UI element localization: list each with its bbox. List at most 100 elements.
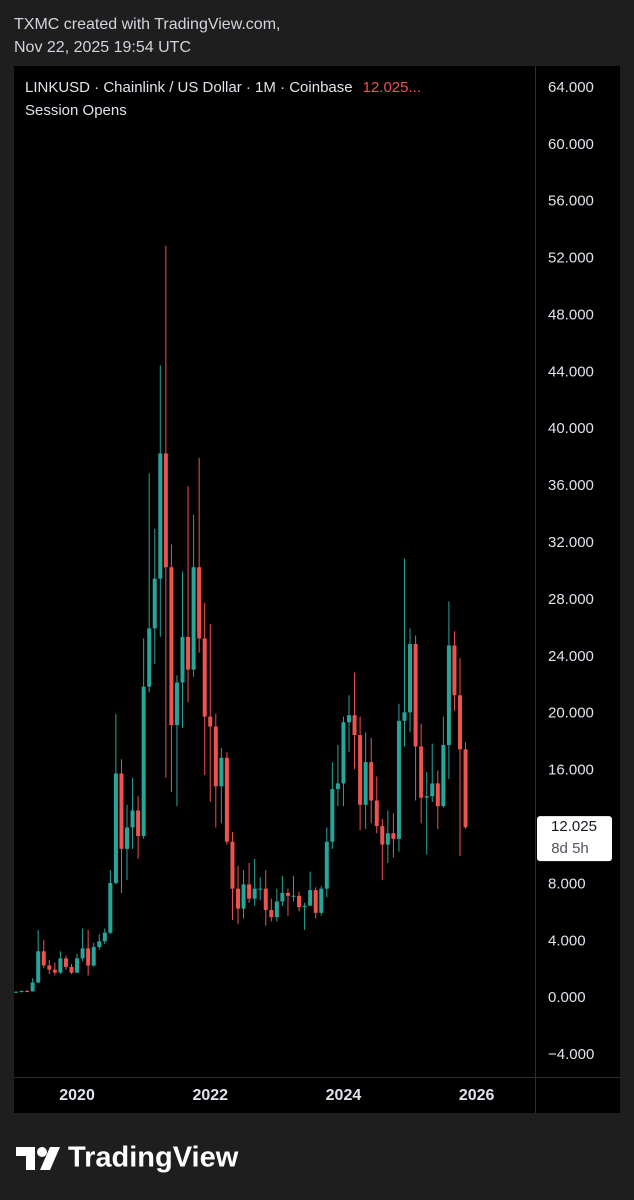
candle-body <box>458 695 462 750</box>
candle-body <box>330 789 335 842</box>
candle-body <box>341 722 346 784</box>
y-tick-label: 32.000 <box>548 534 594 551</box>
y-tick-label: −4.000 <box>548 1046 594 1063</box>
candle-body <box>14 991 18 993</box>
y-tick-label: 36.000 <box>548 477 594 494</box>
candle-body <box>219 757 224 787</box>
candle-body <box>408 644 413 713</box>
candle-body <box>141 686 146 837</box>
y-tick-label: 16.000 <box>548 762 594 779</box>
candle-body <box>91 946 96 966</box>
candle-body <box>280 892 285 902</box>
candle-body <box>446 645 451 746</box>
candle-body <box>313 890 318 913</box>
logo-icon <box>40 1147 60 1170</box>
y-tick-label: 56.000 <box>548 193 594 210</box>
candle-body <box>324 841 329 889</box>
x-tick-label: 2022 <box>192 1087 228 1104</box>
candle-body <box>385 833 390 845</box>
candle-body <box>75 958 80 973</box>
y-tick-label: 24.000 <box>548 648 594 665</box>
candle-body <box>180 636 185 683</box>
logo-icon <box>16 1147 35 1170</box>
candle-body <box>224 757 229 842</box>
candle-body <box>241 884 246 909</box>
x-tick-label: 2020 <box>59 1087 95 1104</box>
y-tick-label: 60.000 <box>548 136 594 153</box>
candle-body <box>291 895 296 897</box>
x-tick-label: 2026 <box>459 1087 495 1104</box>
candle-body <box>369 762 374 801</box>
timestamp: Nov 22, 2025 19:54 UTC <box>14 39 191 56</box>
candle-body <box>52 969 57 973</box>
y-tick-label: 4.000 <box>548 932 586 949</box>
candle-body <box>230 841 235 889</box>
candle-body <box>308 890 313 906</box>
candle-body <box>41 951 46 966</box>
chart-title: LINKUSD · Chainlink / US Dollar · 1M · C… <box>25 79 353 96</box>
candle-body <box>113 773 118 883</box>
candle-body <box>297 895 302 908</box>
candle-body <box>419 746 424 798</box>
candle-body <box>391 833 396 839</box>
candle-body <box>374 800 379 827</box>
y-tick-label: 52.000 <box>548 250 594 267</box>
x-tick-label: 2024 <box>326 1087 362 1104</box>
candle-body <box>69 966 74 973</box>
last-price-label: 12.025 <box>551 818 597 835</box>
tradingview-logo <box>16 1147 60 1170</box>
candle-body <box>108 882 113 933</box>
candle-body <box>191 567 196 670</box>
y-tick-label: 44.000 <box>548 363 594 380</box>
y-tick-label: 0.000 <box>548 989 586 1006</box>
chart-subtitle: Session Opens <box>25 102 127 119</box>
candle-body <box>247 884 252 899</box>
candle-body <box>63 958 68 967</box>
candle-body <box>97 941 102 947</box>
candle-body <box>258 888 263 890</box>
candle-body <box>197 567 202 639</box>
brand-name: TradingView <box>68 1142 239 1174</box>
candle-body <box>130 810 135 828</box>
candle-body <box>285 892 290 896</box>
candle-body <box>169 567 174 726</box>
logo-icon <box>37 1147 47 1157</box>
candle-body <box>86 948 91 966</box>
candle-body <box>430 783 435 797</box>
y-tick-label: 64.000 <box>548 79 594 96</box>
y-tick-label: 28.000 <box>548 591 594 608</box>
candle-body <box>19 991 24 993</box>
candle-body <box>413 644 418 747</box>
candle-body <box>136 810 141 837</box>
candle-body <box>30 982 35 992</box>
candle-body <box>347 715 351 723</box>
last-price-box <box>537 816 612 862</box>
candle-body <box>352 715 357 736</box>
y-tick-label: 8.000 <box>548 875 586 892</box>
chart-panel <box>14 66 620 1113</box>
candle-body <box>102 932 107 942</box>
credit-line: TXMC created with TradingView.com, <box>14 16 280 33</box>
y-tick-label: 40.000 <box>548 420 594 437</box>
candle-body <box>396 720 401 839</box>
candle-body <box>424 796 429 798</box>
candle-body <box>147 628 152 687</box>
candle-body <box>380 826 385 845</box>
candle-body <box>186 636 191 670</box>
y-tick-label: 48.000 <box>548 306 594 323</box>
candle-body <box>174 682 179 726</box>
candle-body <box>274 901 279 918</box>
candle-body <box>25 991 30 993</box>
candle-body <box>125 827 129 849</box>
candle-body <box>463 749 468 828</box>
plot-area <box>14 245 468 993</box>
candle-body <box>358 735 363 805</box>
candle-body <box>202 638 207 717</box>
candle-body <box>236 888 240 909</box>
candle-body <box>319 888 324 913</box>
candle-body <box>302 905 307 908</box>
candle-body <box>158 453 163 579</box>
candle-body <box>435 783 440 807</box>
candle-body <box>47 965 52 970</box>
